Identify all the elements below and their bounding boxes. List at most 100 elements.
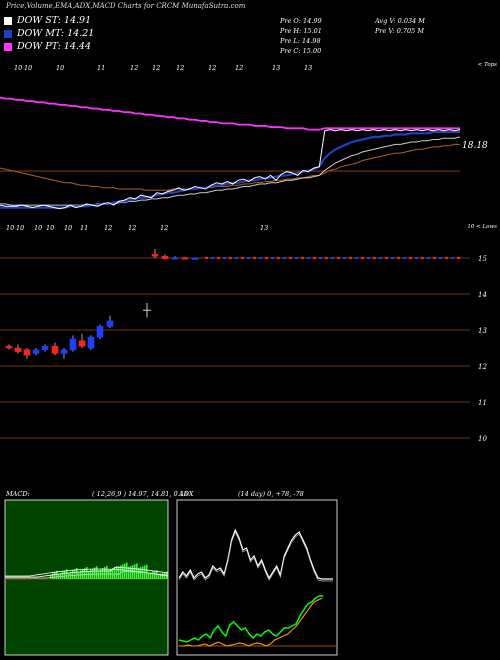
- date-tick-label: 12: [235, 64, 243, 72]
- stat-high: Pre H: 15.01: [280, 27, 322, 35]
- date-tick-label: 10: [24, 64, 32, 72]
- minus-di-line: [179, 597, 323, 647]
- macd-histogram-bar: [138, 567, 140, 579]
- candle-tick: [397, 257, 400, 259]
- price-axis-tick: 10: [478, 435, 487, 443]
- macd-signal-line: [5, 566, 169, 578]
- macd-histogram-bar: [76, 567, 78, 579]
- candle-body: [191, 257, 199, 260]
- candle-body: [106, 320, 114, 327]
- candle-body: [41, 345, 49, 351]
- candle-tick: [433, 257, 436, 259]
- candle-date-tick: 11: [80, 224, 88, 232]
- adx-line: [178, 528, 333, 580]
- candle-tick: [241, 257, 244, 259]
- candle-body: [87, 336, 95, 349]
- macd-histogram-bar: [72, 570, 74, 579]
- price-line: [0, 129, 461, 210]
- legend-entry: DOW MT: 14.21: [4, 28, 94, 39]
- macd-histogram-bar: [88, 570, 90, 579]
- date-tick-label: 12: [130, 64, 138, 72]
- candle-body: [51, 345, 59, 354]
- price-axis-tick: 11: [478, 399, 487, 407]
- candle-tick: [271, 257, 274, 259]
- legend-swatch: [4, 16, 12, 25]
- candle-body: [32, 349, 40, 354]
- macd-histogram-bar: [158, 574, 160, 579]
- macd-histogram-bar: [54, 572, 56, 579]
- macd-histogram-bar: [150, 572, 152, 579]
- candle-tick: [379, 257, 382, 259]
- candle-tick: [439, 257, 442, 259]
- chart-header-title: Price,Volume,EMA,ADX,MACD Charts for CRC…: [6, 2, 246, 10]
- candle-body: [171, 257, 179, 260]
- lows-label: 10 < Lows: [467, 224, 497, 230]
- candle-tick: [409, 257, 412, 259]
- candle-tick: [373, 257, 376, 259]
- date-tick-label: 12: [152, 64, 160, 72]
- legend-entry: DOW ST: 14.91: [4, 15, 91, 26]
- candle-tick: [229, 257, 232, 259]
- tops-label: < Tops: [478, 62, 497, 68]
- ema-short-line: [0, 130, 460, 209]
- date-tick-label: 12: [176, 64, 184, 72]
- legend-entry: DOW PT: 14.44: [4, 41, 91, 52]
- price-label: 18.18: [462, 141, 488, 151]
- legend-label: DOW ST: 14.91: [17, 15, 92, 26]
- macd-histogram-bar: [86, 566, 88, 579]
- candle-date-tick: 10: [34, 224, 42, 232]
- macd-histogram-bar: [102, 568, 104, 579]
- candle-date-tick: 10: [64, 224, 72, 232]
- candle-date-tick: 12: [128, 224, 136, 232]
- ema-long-line: [0, 96, 460, 131]
- macd-histogram-bar: [112, 568, 114, 579]
- candle-tick: [301, 257, 304, 259]
- candle-date-tick: 13: [260, 224, 268, 232]
- legend-swatch: [4, 42, 12, 51]
- price-axis-tick: 13: [478, 327, 487, 335]
- macd-signal-line: [5, 568, 169, 577]
- stat-avg-volume: Avg V: 0.034 M: [375, 17, 425, 25]
- candle-body: [5, 345, 13, 349]
- candle-tick: [247, 257, 250, 259]
- candle-tick: [361, 257, 364, 259]
- candle-tick: [319, 257, 322, 259]
- candle-body: [161, 255, 169, 260]
- candle-body: [181, 257, 189, 260]
- stat-low: Pre L: 14.98: [280, 37, 321, 45]
- macd-histogram-bar: [118, 566, 120, 579]
- candle-tick: [235, 257, 238, 259]
- candle-tick: [457, 257, 460, 259]
- candle-tick: [421, 257, 424, 259]
- candle-body: [14, 347, 22, 352]
- candle-tick: [277, 257, 280, 259]
- stat-pre-volume: Pre V: 0.705 M: [375, 27, 425, 35]
- candle-tick: [313, 257, 316, 259]
- candle-tick: [295, 257, 298, 259]
- macd-histogram-bar: [62, 571, 64, 579]
- candle-date-tick: 10: [6, 224, 14, 232]
- candle-tick: [343, 257, 346, 259]
- macd-histogram-bar: [146, 564, 148, 579]
- macd-histogram-bar: [56, 570, 58, 579]
- date-tick-label: 10: [56, 64, 64, 72]
- candle-body: [23, 349, 31, 356]
- candle-body: [69, 338, 77, 351]
- ema-slow-line: [0, 143, 460, 191]
- macd-histogram-bar: [108, 570, 110, 579]
- macd-histogram-bar: [154, 570, 156, 579]
- macd-histogram-bar: [52, 573, 54, 579]
- macd-histogram-bar: [160, 573, 162, 579]
- candle-body: [60, 349, 68, 354]
- price-axis-tick: 12: [478, 363, 487, 371]
- legend-swatch: [4, 29, 12, 38]
- macd-histogram-bar: [104, 567, 106, 579]
- candle-tick: [391, 257, 394, 259]
- macd-histogram-bar: [84, 568, 86, 579]
- legend-label: DOW PT: 14.44: [17, 41, 91, 52]
- macd-histogram-bar: [64, 570, 66, 579]
- candle-body: [151, 254, 159, 257]
- candle-tick: [445, 257, 448, 259]
- macd-histogram-bar: [106, 566, 108, 579]
